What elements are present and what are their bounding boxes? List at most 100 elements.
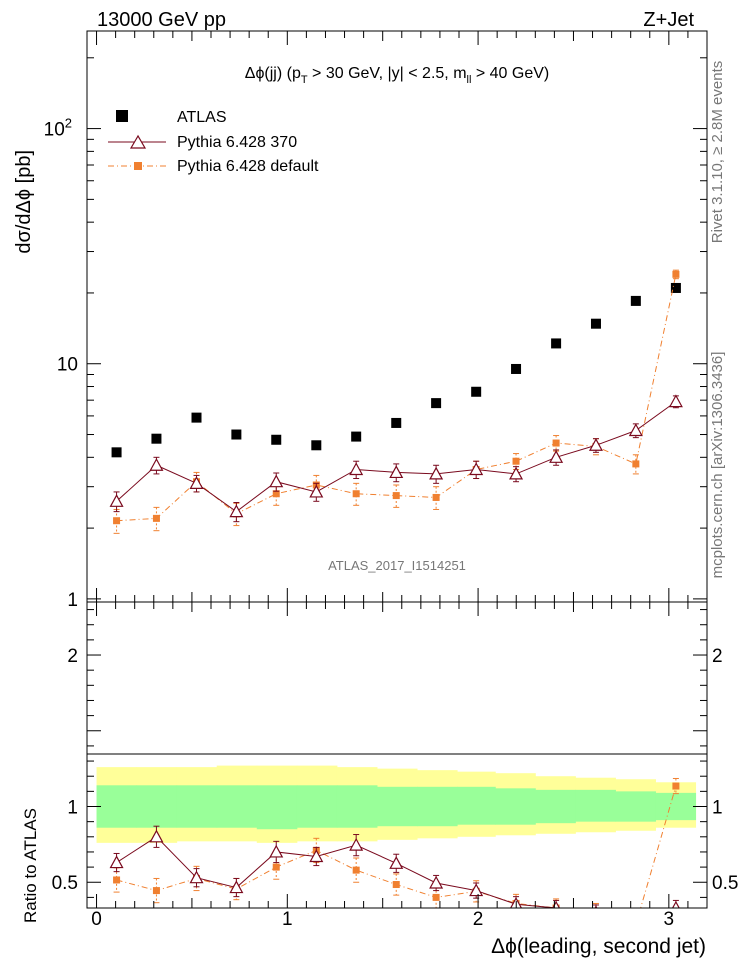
pythia-default-point	[113, 517, 121, 525]
pythia-default-point	[432, 493, 440, 501]
pythia370-point	[189, 476, 204, 489]
pythia370-point	[549, 450, 564, 463]
pythia370-point	[109, 494, 124, 507]
atlas-point	[391, 417, 402, 428]
title-sub-t: T	[301, 74, 308, 86]
legend-label-pythia-default: Pythia 6.428 default	[177, 158, 319, 175]
ratio-y-tick-label-left: 0.5	[52, 873, 78, 894]
pythia370-point	[309, 484, 324, 498]
ratio-y-tick-label-right: 0.5	[712, 873, 738, 894]
ratio-pythia-default-point	[672, 782, 680, 790]
ratio-pythia-default-point	[592, 909, 599, 916]
main-data-series	[109, 269, 683, 534]
ratio-y-tick-label-left: 2	[67, 646, 78, 667]
ratio-pythia-default-point	[352, 866, 360, 874]
ratio-pythia370-point	[349, 837, 364, 851]
ratio-y-tick-label-left: 1	[67, 798, 78, 819]
ratio-band-inner	[376, 786, 418, 827]
ratio-band-inner	[216, 785, 258, 828]
ratio-pythia-default-point	[632, 921, 639, 928]
legend-label-atlas: ATLAS	[177, 109, 227, 126]
atlas-point	[630, 295, 641, 306]
legend-marker-pythia370	[129, 134, 147, 149]
atlas-point	[431, 398, 442, 409]
ratio-pythia370-point	[429, 875, 444, 889]
pythia-default-point	[672, 270, 680, 278]
pythia-default-point	[632, 460, 640, 468]
ratio-uncertainty-bands	[96, 765, 697, 843]
atlas-point	[590, 318, 601, 329]
atlas-point	[111, 447, 122, 458]
ratio-band-inner	[575, 789, 616, 822]
x-tick-label: 3	[664, 909, 675, 930]
ratio-pythia370-point	[469, 883, 484, 897]
pythia-default-point	[552, 439, 560, 447]
ratio-band-inner	[495, 788, 536, 825]
ratio-y-tick-label-right: 1	[712, 798, 723, 819]
legend-marker-atlas	[116, 110, 128, 122]
ratio-band-inner	[176, 785, 218, 828]
ratio-y-axis-label: Ratio to ATLAS	[21, 808, 40, 923]
ratio-pythia-default-point	[432, 893, 440, 901]
ratio-band-inner	[535, 789, 576, 824]
ratio-band-inner	[136, 785, 178, 828]
legend: ATLAS Pythia 6.428 370 Pythia 6.428 defa…	[108, 109, 319, 175]
pythia370-point	[469, 462, 484, 476]
ratio-band-inner	[256, 785, 298, 830]
main-y-tick-label: 102	[44, 116, 72, 141]
atlas-point	[231, 429, 242, 440]
ratio-pythia370-point	[229, 880, 244, 894]
pythia370-point	[149, 458, 164, 471]
pythia-default-point	[392, 492, 400, 500]
pythia370-point	[628, 423, 643, 437]
pythia370-point	[269, 474, 284, 488]
ratio-plot-frame	[86, 601, 708, 909]
header-left-label: 13000 GeV pp	[97, 9, 226, 31]
pythia370-point	[588, 438, 603, 451]
atlas-point	[551, 338, 562, 349]
pythia370-point	[429, 466, 444, 480]
pythia-default-point	[352, 490, 360, 498]
ratio-pythia-default-point	[392, 881, 400, 889]
analysis-id-label: ATLAS_2017_I1514251	[328, 558, 466, 573]
main-y-tick-label-base: 1	[67, 590, 78, 611]
ratio-pythia370-point	[309, 849, 324, 863]
main-y-tick-label-base: 10	[44, 120, 65, 141]
main-y-tick-label: 1	[67, 590, 78, 611]
pythia-default-point	[512, 457, 520, 465]
atlas-point	[311, 440, 322, 451]
ratio-band-inner	[296, 785, 338, 828]
pythia370-point	[389, 465, 404, 479]
main-plot-title: Δϕ(jj) (pT > 30 GeV, |y| < 2.5, mll > 40…	[245, 65, 549, 86]
atlas-point	[191, 412, 202, 423]
ratio-pythia370-point	[149, 829, 164, 843]
ratio-y-tick-label-right: 2	[712, 646, 723, 667]
ratio-pythia370-point	[269, 844, 284, 858]
pythia370-point	[349, 462, 364, 476]
atlas-point	[351, 431, 362, 442]
main-y-axis-label: dσ/dΔϕ [pb]	[13, 150, 35, 254]
x-tick-label: 1	[282, 909, 293, 930]
ratio-band-inner	[457, 786, 496, 825]
legend-marker-pythia-default	[134, 162, 142, 170]
atlas-point	[271, 434, 282, 445]
title-part-post: > 40 GeV)	[471, 65, 549, 82]
ratio-band-inner	[615, 791, 656, 822]
atlas-point	[511, 363, 522, 374]
atlas-point	[670, 282, 681, 293]
pythia370-point	[509, 466, 524, 480]
ratio-pythia-default-point	[272, 863, 280, 871]
x-tick-label: 2	[473, 909, 484, 930]
pythia370-point	[668, 394, 683, 408]
legend-label-pythia370: Pythia 6.428 370	[177, 134, 297, 151]
ratio-pythia-default-point	[113, 876, 121, 884]
x-axis-label: Δϕ(leading, second jet)	[491, 935, 706, 958]
ratio-data-series	[109, 777, 680, 928]
ratio-pythia370-line	[116, 836, 676, 908]
ratio-band-inner	[96, 785, 138, 828]
ratio-pythia370-point	[630, 910, 642, 921]
title-part-mid: > 30 GeV, |y| < 2.5, m	[308, 65, 467, 82]
pythia-default-point	[152, 514, 160, 522]
